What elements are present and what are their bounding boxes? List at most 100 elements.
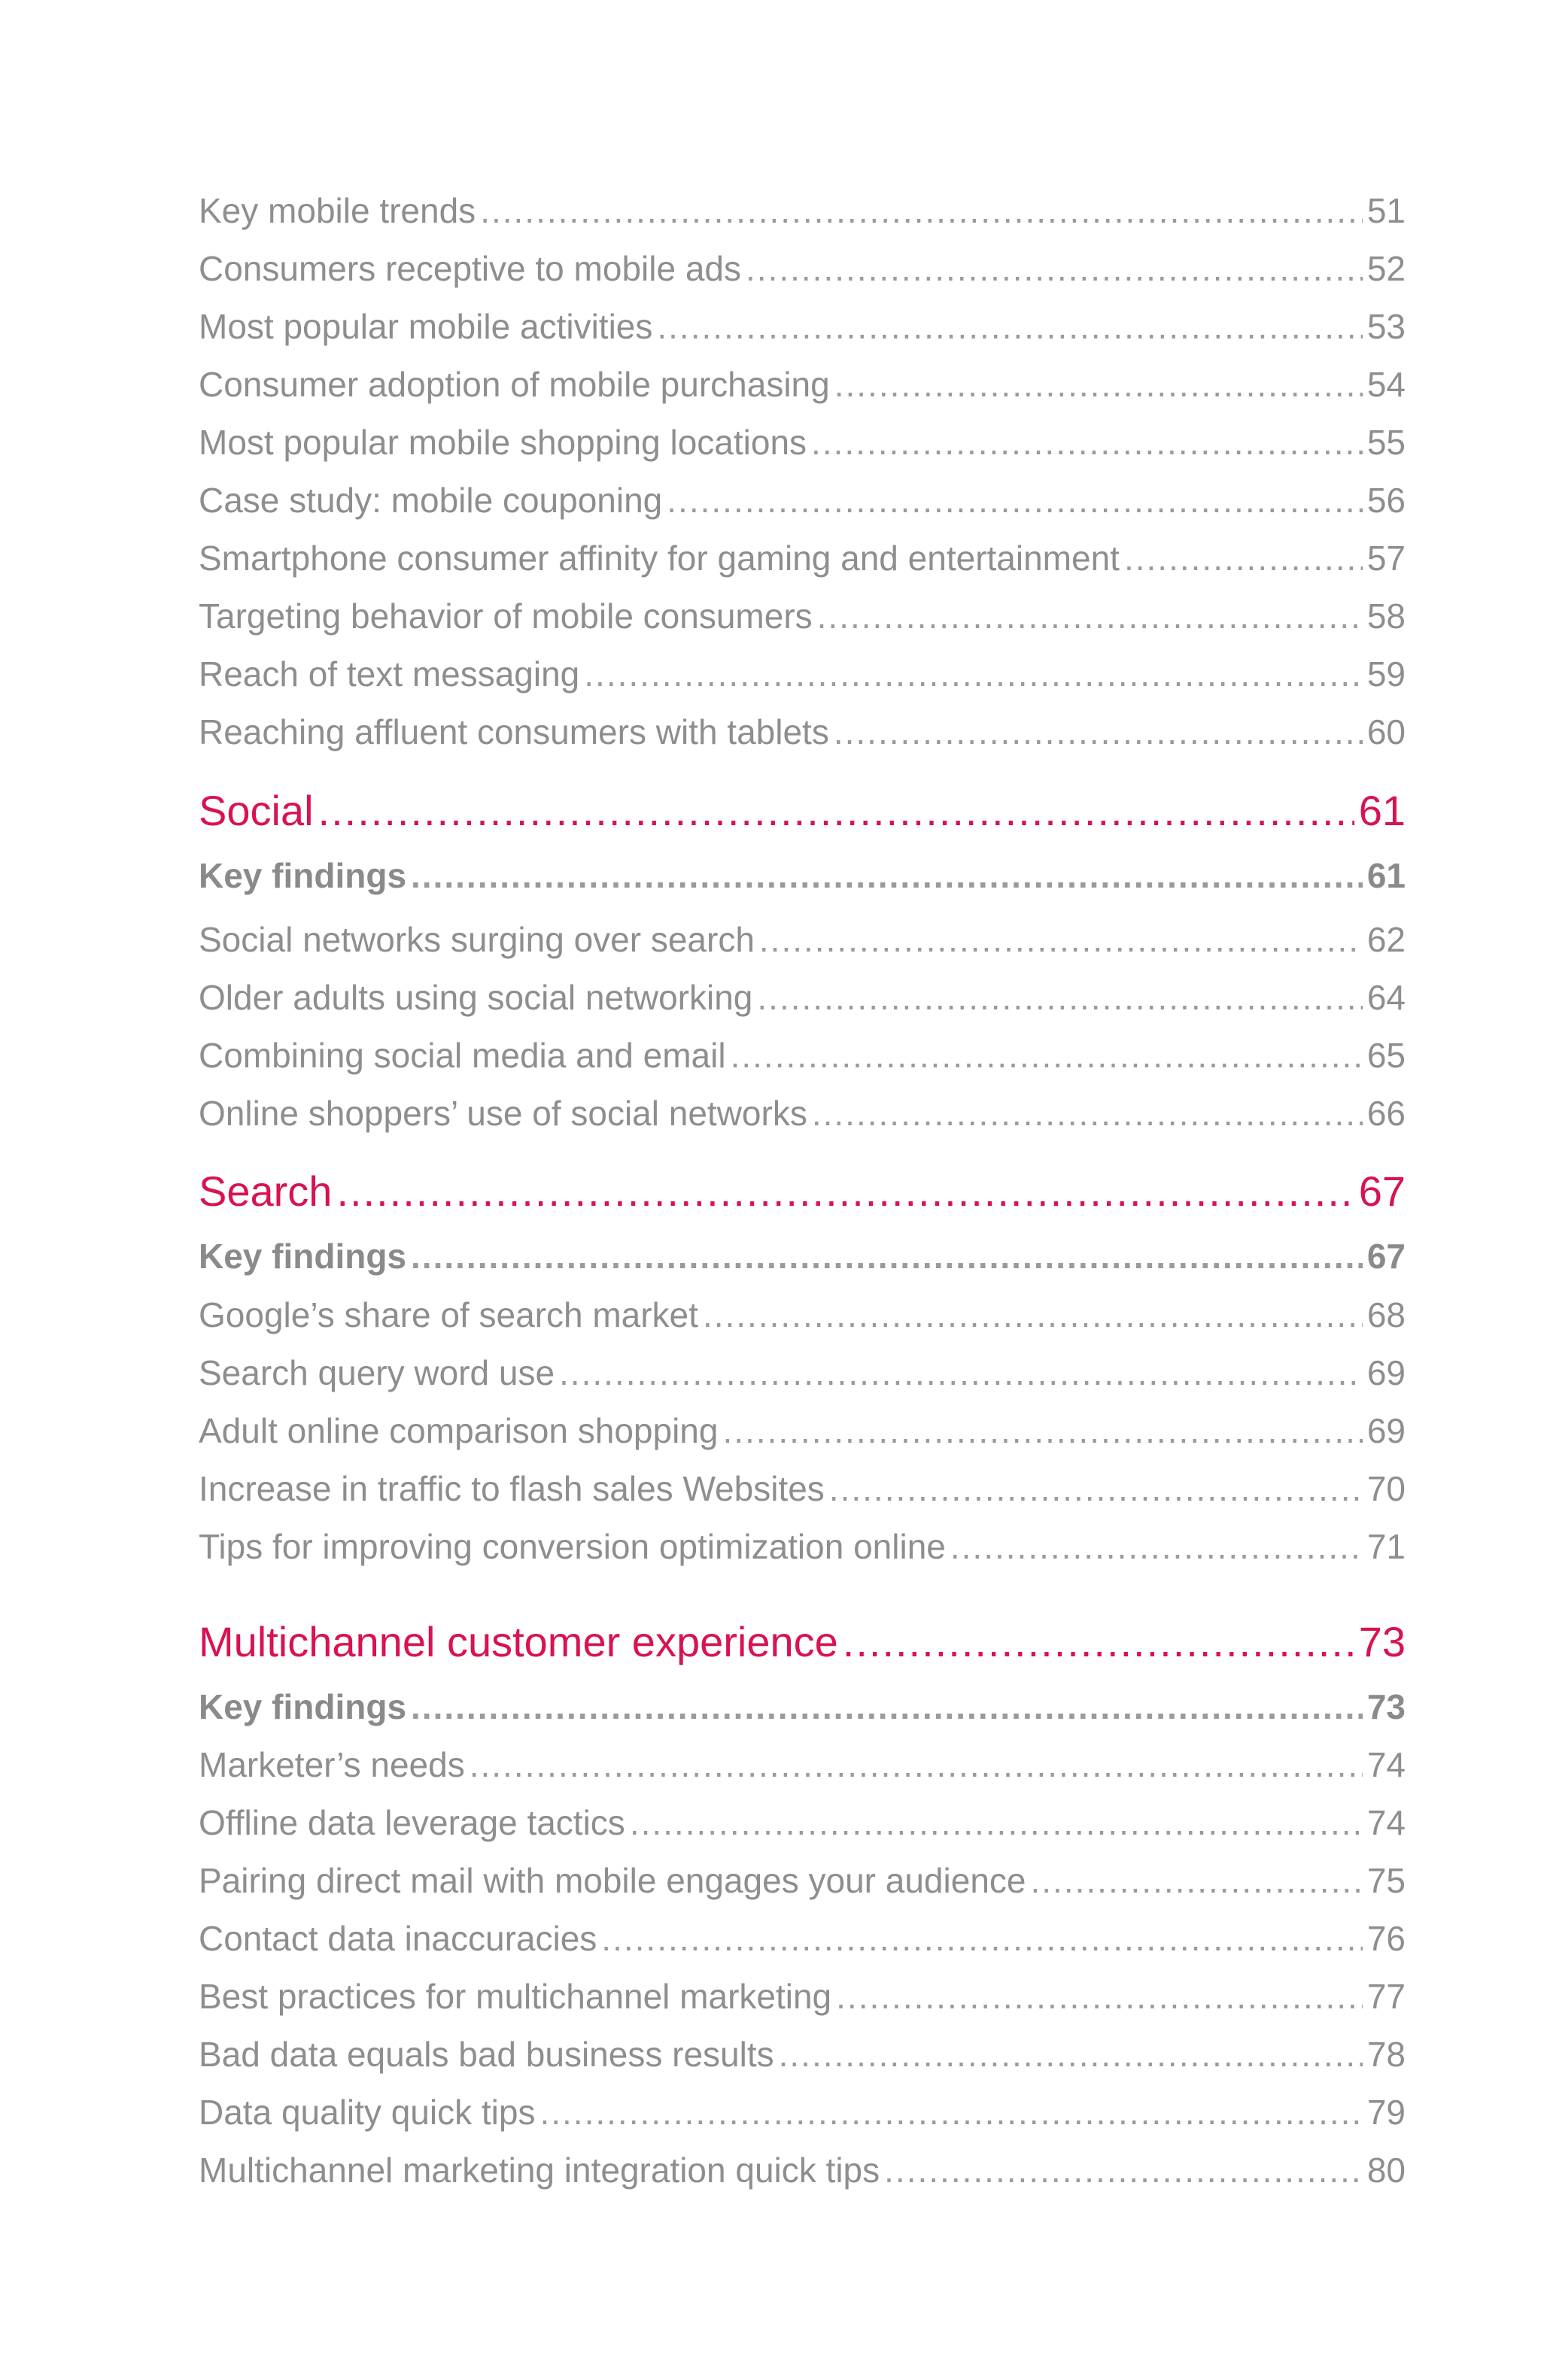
toc-entry-key-findings[interactable]: Key findings 73 <box>199 1684 1406 1729</box>
toc-entry-title: Reach of text messaging <box>199 654 580 694</box>
toc-entry-page: 56 <box>1366 481 1406 520</box>
toc-entry-title: Key mobile trends <box>199 191 476 230</box>
toc-entry-key-findings[interactable]: Key findings 67 <box>199 1234 1406 1279</box>
toc-entry[interactable]: Reaching affluent consumers with tablets… <box>199 709 1406 754</box>
toc-entry[interactable]: Search query word use 69 <box>199 1350 1406 1395</box>
toc-entry[interactable]: Contact data inaccuracies 76 <box>199 1916 1406 1961</box>
toc-entry[interactable]: Case study: mobile couponing 56 <box>199 478 1406 523</box>
toc-entry-title: Google’s share of search market <box>199 1295 698 1334</box>
leader-dots <box>759 917 1363 962</box>
toc-entry-page: 68 <box>1366 1295 1406 1334</box>
section-heading: Multichannel customer experience <box>199 1618 838 1665</box>
leader-dots <box>722 1408 1362 1453</box>
toc-entry-title: Key findings <box>199 1237 407 1276</box>
toc-entry-title: Marketer’s needs <box>199 1745 465 1784</box>
toc-entry-page: 70 <box>1366 1469 1406 1508</box>
toc-entry-title: Most popular mobile shopping locations <box>199 423 807 462</box>
toc-entry[interactable]: Data quality quick tips 79 <box>199 2090 1406 2135</box>
toc-entry-title: Key findings <box>199 856 407 895</box>
toc-entry-title: Tips for improving conversion optimizati… <box>199 1527 946 1566</box>
toc-entry-page: 74 <box>1366 1745 1406 1784</box>
leader-dots <box>731 1033 1363 1078</box>
toc-section-social[interactable]: Social 61 <box>199 785 1406 837</box>
toc-entry-page: 77 <box>1366 1977 1406 2016</box>
toc-entry[interactable]: Multichannel marketing integration quick… <box>199 2148 1406 2193</box>
toc-entry-page: 57 <box>1366 539 1406 578</box>
leader-dots <box>540 2090 1362 2135</box>
toc-entry-page: 52 <box>1366 249 1406 288</box>
toc-entry-page: 54 <box>1366 365 1406 404</box>
leader-dots <box>470 1742 1363 1787</box>
leader-dots <box>884 2148 1363 2193</box>
toc-entry-title: Data quality quick tips <box>199 2093 536 2132</box>
leader-dots <box>812 1091 1363 1136</box>
toc-entry[interactable]: Most popular mobile activities 53 <box>199 304 1406 349</box>
toc-entry[interactable]: Reach of text messaging 59 <box>199 651 1406 697</box>
toc-entry-page: 79 <box>1366 2093 1406 2132</box>
toc-entry[interactable]: Offline data leverage tactics 74 <box>199 1800 1406 1845</box>
leader-dots <box>318 785 1354 837</box>
toc-entry-title: Contact data inaccuracies <box>199 1919 597 1958</box>
toc-entry-title: Online shoppers’ use of social networks <box>199 1094 807 1133</box>
toc-entry[interactable]: Marketer’s needs 74 <box>199 1742 1406 1787</box>
toc-entry[interactable]: Most popular mobile shopping locations 55 <box>199 420 1406 465</box>
toc-entry-title: Smartphone consumer affinity for gaming … <box>199 539 1120 578</box>
leader-dots <box>1031 1858 1363 1903</box>
toc-entry[interactable]: Smartphone consumer affinity for gaming … <box>199 536 1406 581</box>
toc-entry-page: 61 <box>1366 856 1406 895</box>
toc-entry[interactable]: Tips for improving conversion optimizati… <box>199 1524 1406 1569</box>
leader-dots <box>746 246 1363 291</box>
toc-entry-title: Adult online comparison shopping <box>199 1411 719 1450</box>
toc-entry-title: Social networks surging over search <box>199 920 755 959</box>
leader-dots <box>834 709 1363 754</box>
toc-entry[interactable]: Social networks surging over search 62 <box>199 917 1406 962</box>
section-page: 67 <box>1358 1167 1406 1215</box>
leader-dots <box>667 478 1363 523</box>
toc-entry[interactable]: Consumers receptive to mobile ads 52 <box>199 246 1406 291</box>
toc-entry[interactable]: Consumer adoption of mobile purchasing 54 <box>199 362 1406 407</box>
leader-dots <box>950 1524 1363 1569</box>
toc-entry-title: Bad data equals bad business results <box>199 2035 774 2074</box>
toc-entry-title: Older adults using social networking <box>199 978 753 1017</box>
leader-dots <box>411 853 1363 898</box>
toc-entry-title: Targeting behavior of mobile consumers <box>199 597 813 636</box>
toc-entry[interactable]: Online shoppers’ use of social networks 6… <box>199 1091 1406 1136</box>
toc-entry-key-findings[interactable]: Key findings 61 <box>199 853 1406 898</box>
leader-dots <box>559 1350 1363 1395</box>
toc-entry[interactable]: Combining social media and email 65 <box>199 1033 1406 1078</box>
toc-entry[interactable]: Google’s share of search market 68 <box>199 1292 1406 1337</box>
toc-entry[interactable]: Pairing direct mail with mobile engages … <box>199 1858 1406 1903</box>
section-heading: Search <box>199 1167 333 1215</box>
leader-dots <box>336 1165 1354 1218</box>
toc-entry-title: Consumers receptive to mobile ads <box>199 249 741 288</box>
toc-entry[interactable]: Increase in traffic to flash sales Websi… <box>199 1466 1406 1511</box>
toc-entry-page: 74 <box>1366 1803 1406 1842</box>
toc-section-search[interactable]: Search 67 <box>199 1165 1406 1218</box>
toc-entry-title: Offline data leverage tactics <box>199 1803 625 1842</box>
toc-entry-title: Multichannel marketing integration quick… <box>199 2151 880 2190</box>
toc-entry-title: Consumer adoption of mobile purchasing <box>199 365 830 404</box>
toc-entry-page: 78 <box>1366 2035 1406 2074</box>
toc-entry-page: 62 <box>1366 920 1406 959</box>
leader-dots <box>411 1234 1363 1279</box>
section-page: 73 <box>1358 1618 1406 1665</box>
leader-dots <box>836 1974 1363 2019</box>
toc-section-multichannel[interactable]: Multichannel customer experience 73 <box>199 1616 1406 1668</box>
leader-dots <box>817 593 1363 639</box>
leader-dots <box>811 420 1363 465</box>
leader-dots <box>703 1292 1363 1337</box>
leader-dots <box>829 1466 1363 1511</box>
toc-entry-page: 80 <box>1366 2151 1406 2190</box>
toc-entry-title: Reaching affluent consumers with tablets <box>199 712 829 751</box>
toc-entry[interactable]: Bad data equals bad business results 78 <box>199 2032 1406 2077</box>
toc-entry[interactable]: Key mobile trends 51 <box>199 188 1406 233</box>
toc-entry-page: 75 <box>1366 1861 1406 1900</box>
toc-entry[interactable]: Targeting behavior of mobile consumers 58 <box>199 593 1406 639</box>
toc-entry[interactable]: Best practices for multichannel marketin… <box>199 1974 1406 2019</box>
toc-entry[interactable]: Older adults using social networking 64 <box>199 975 1406 1020</box>
toc-entry-page: 53 <box>1366 307 1406 346</box>
toc-entry-page: 65 <box>1366 1036 1406 1075</box>
toc-entry[interactable]: Adult online comparison shopping 69 <box>199 1408 1406 1453</box>
toc-entry-page: 69 <box>1366 1411 1406 1450</box>
